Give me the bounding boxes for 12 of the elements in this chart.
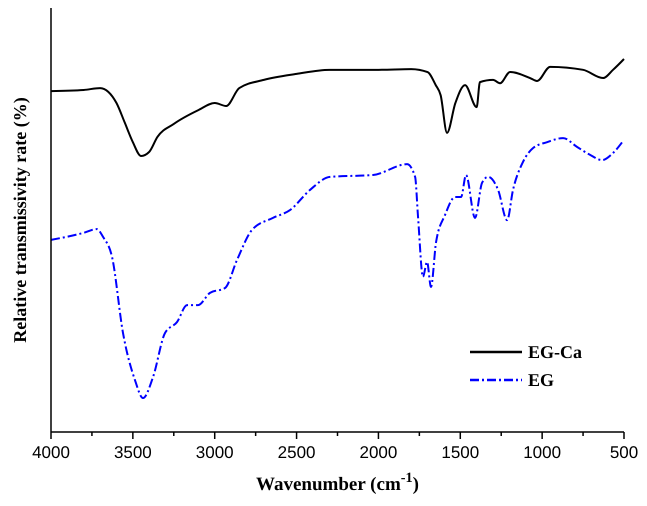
legend-label: EG-Ca <box>528 342 582 362</box>
x-tick-label: 3000 <box>196 443 234 462</box>
y-axis-title: Relative transmissivity rate (%) <box>10 97 30 343</box>
x-axis-title: Wavenumber (cm$^{-1}$) <box>256 470 419 495</box>
x-tick-label: 3500 <box>114 443 152 462</box>
x-tick-label: 2000 <box>360 443 398 462</box>
x-tick-label: 1500 <box>441 443 480 462</box>
legend-label: EG <box>528 370 554 390</box>
x-tick-label: 500 <box>610 443 638 462</box>
x-tick-label: 4000 <box>32 443 70 462</box>
x-tick-label: 2500 <box>278 443 316 462</box>
x-tick-label: 1000 <box>523 443 562 462</box>
